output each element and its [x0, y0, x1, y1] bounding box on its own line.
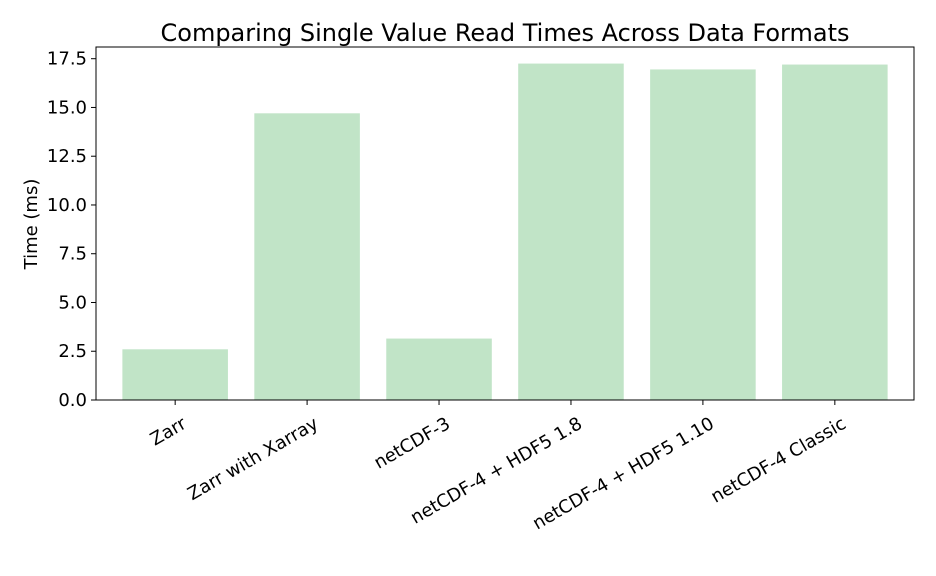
x-tick-label: netCDF-3: [370, 413, 453, 473]
x-tick-label: Zarr with Xarray: [184, 413, 322, 505]
y-axis-label: Time (ms): [21, 179, 42, 271]
y-tick-label: 7.5: [58, 244, 87, 265]
y-tick-label: 17.5: [47, 49, 87, 70]
bar-zarr-with-xarray: [254, 113, 360, 401]
x-tick-label: netCDF-4 Classic: [707, 413, 849, 507]
y-tick-label: 0.0: [58, 390, 87, 411]
bar-netcdf-4-hdf5-1-10: [650, 69, 756, 401]
bar-netcdf-4-classic: [782, 64, 888, 400]
bar-netcdf-4-hdf5-1-8: [518, 63, 624, 401]
y-axis: 0.0 2.5 5.0 7.5 10.0 12.5 15.0 17.5: [47, 49, 96, 411]
y-tick-label: 12.5: [47, 146, 87, 167]
bar-zarr: [122, 349, 228, 400]
y-tick-label: 2.5: [58, 341, 87, 362]
plot-frame: [95, 46, 915, 401]
chart-title: Comparing Single Value Read Times Across…: [161, 19, 850, 47]
bar-netcdf-3: [386, 338, 492, 400]
bars-group: [122, 63, 888, 401]
x-tick-label: Zarr: [147, 413, 191, 450]
y-tick-label: 15.0: [47, 97, 87, 118]
y-tick-label: 10.0: [47, 195, 87, 216]
y-tick-label: 5.0: [58, 292, 87, 313]
